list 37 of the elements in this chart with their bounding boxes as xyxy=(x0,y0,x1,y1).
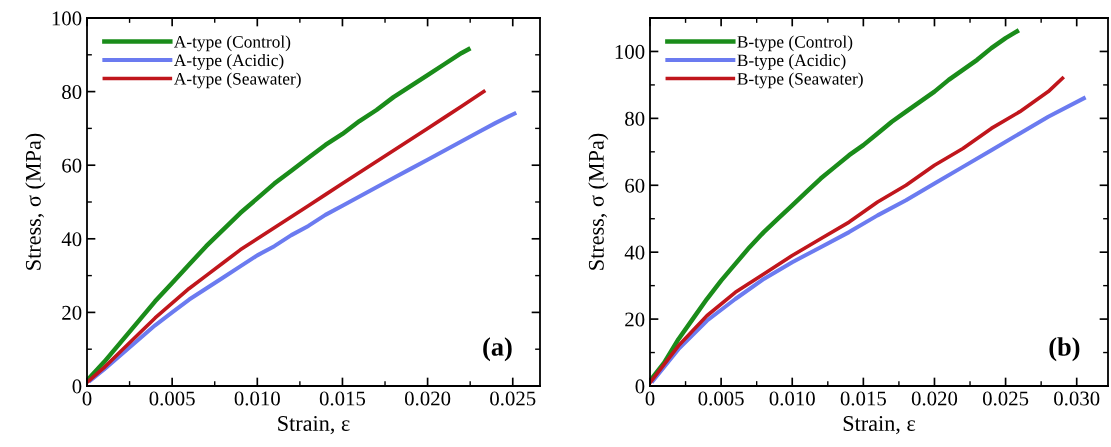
legend-label: B-type (Acidic) xyxy=(737,53,846,70)
x-tick-label: 0.015 xyxy=(840,391,886,406)
annotation: (a) xyxy=(483,337,512,362)
y-tick-label: 60 xyxy=(625,178,645,193)
x-tick-label: 0.020 xyxy=(911,391,958,406)
x-tick-label: 0.005 xyxy=(698,391,744,406)
y-tick-label: 100 xyxy=(615,44,645,59)
legend-label: B-type (Seawater) xyxy=(737,72,863,89)
x-tick-label: 0.015 xyxy=(319,391,366,406)
y-tick-label: 20 xyxy=(625,312,645,327)
x-tick-label: 0.030 xyxy=(1054,391,1100,406)
x-tick-label: 0 xyxy=(82,391,92,406)
x-axis-title: Strain, ε xyxy=(278,416,350,435)
x-tick-label: 0.005 xyxy=(149,391,195,406)
legend-label: B-type (Control) xyxy=(737,35,853,52)
y-tick-label: 80 xyxy=(625,111,645,126)
x-tick-label: 0.010 xyxy=(234,391,280,406)
x-tick-label: 0.010 xyxy=(769,391,815,406)
x-tick-label: 0.025 xyxy=(490,391,536,406)
legend-label: A-type (Seawater) xyxy=(173,72,301,89)
annotation: (b) xyxy=(1049,337,1080,362)
y-tick-label: 100 xyxy=(52,11,82,26)
y-tick-label: 0 xyxy=(72,379,82,394)
y-axis-title: Stress, σ (MPa) xyxy=(25,133,46,270)
x-tick-label: 0.020 xyxy=(404,391,451,406)
x-axis-title: Strain, ε xyxy=(843,416,916,435)
legend-label: A-type (Control) xyxy=(173,35,291,52)
y-tick-label: 0 xyxy=(635,379,645,394)
legend-label: A-type (Acidic) xyxy=(173,53,284,70)
x-tick-label: 0.025 xyxy=(982,391,1029,406)
y-tick-label: 20 xyxy=(62,305,82,320)
y-tick-label: 40 xyxy=(624,245,645,260)
x-tick-label: 0 xyxy=(645,391,655,406)
y-tick-label: 40 xyxy=(61,232,82,247)
y-tick-label: 80 xyxy=(62,84,82,100)
y-axis-title: Stress, σ (MPa) xyxy=(588,133,609,270)
y-tick-label: 60 xyxy=(62,158,82,173)
